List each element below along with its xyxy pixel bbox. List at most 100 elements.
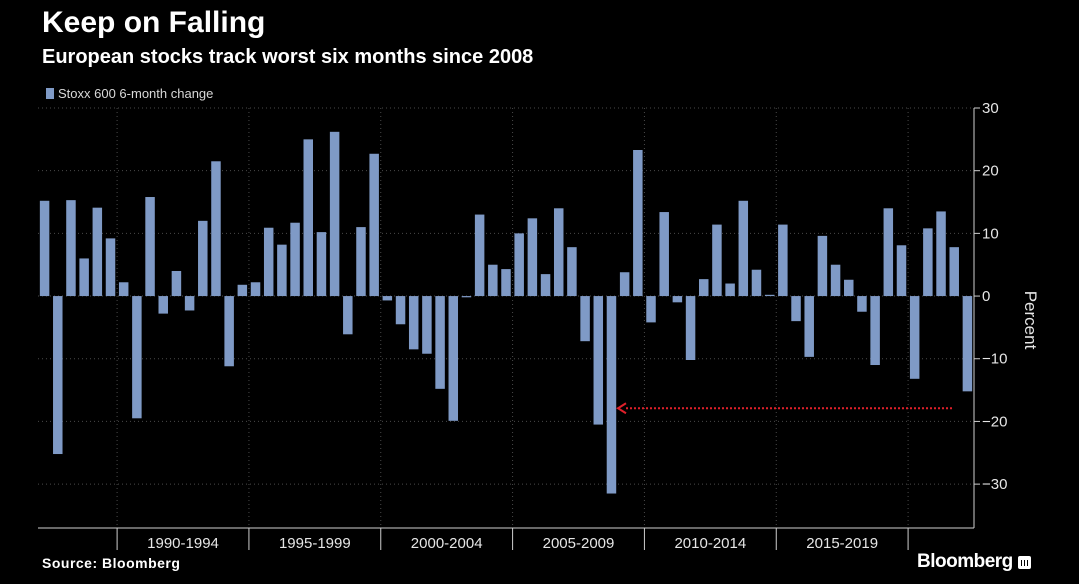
y-tick-label: −30 [982,476,1007,493]
bar [791,296,801,322]
bar [923,228,933,297]
bar [527,218,538,297]
bar [567,247,577,297]
legend-swatch [46,88,54,99]
bar [738,200,749,297]
bar [211,161,221,297]
bar [962,296,973,392]
bar [804,296,814,357]
y-tick-label: 20 [982,163,999,180]
bar [316,232,327,297]
bar [778,224,788,297]
y-tick-label: −10 [982,351,1007,368]
bar [303,139,313,297]
legend-label: Stoxx 600 6-month change [58,86,214,101]
bar [883,208,894,297]
bar [408,296,419,350]
bar [817,235,828,297]
bar [909,296,920,379]
grid [38,107,974,528]
bar [237,284,248,297]
bar [184,296,195,311]
bar [857,296,867,312]
bar [619,272,630,297]
source-note: Source: Bloomberg [42,555,181,571]
bar [105,238,116,297]
bar [448,296,459,421]
axes: 30 20 10 0 −10 −20 −30 1990-1994 1995-1999 2000-2… [38,100,1007,552]
bar [145,197,155,297]
bar [844,279,854,297]
bars [39,131,973,494]
brand-logo: Bloomberg [917,551,1031,573]
bar [461,296,472,298]
bar [870,296,880,366]
bar [369,153,379,297]
brand-name: Bloomberg [917,551,1013,572]
x-category-label: 2015-2019 [806,535,878,552]
arrow-head [616,402,627,415]
bar [514,233,524,297]
bar [118,282,129,297]
bar [764,294,775,297]
bar [488,264,498,297]
bar [593,296,604,425]
bar [198,220,208,297]
bar [395,296,406,325]
bar [540,274,551,297]
bar [66,200,76,297]
bar [171,270,182,297]
x-category-label: 2010-2014 [674,535,746,552]
bar [132,296,142,419]
bar [896,245,907,297]
y-tick-label: 30 [982,100,999,117]
bar [949,247,959,297]
bar [158,296,168,314]
bar [699,279,709,297]
x-category-label: 1990-1994 [147,535,219,552]
bar [606,296,617,494]
bar [936,211,946,297]
bar [277,244,287,297]
bar [830,264,841,297]
bar [474,214,485,297]
y-tick-label: −20 [982,413,1007,430]
bar [53,296,63,455]
chart-title: Keep on Falling [42,6,266,39]
y-axis-label: Percent [1021,291,1040,350]
y-tick-label: 0 [982,288,990,305]
bar [263,227,274,297]
bar [224,296,234,367]
bar [712,224,722,297]
bar [580,296,590,342]
bar [633,150,643,297]
bar [646,296,656,323]
bar [250,282,261,297]
bar [39,200,50,297]
bar [685,296,696,360]
annotations [616,402,952,415]
bar [92,207,103,297]
bar [751,269,762,297]
y-tick-label: 10 [982,225,999,242]
x-category-label: 1995-1999 [279,535,351,552]
bar [79,258,89,297]
bar [501,269,511,297]
bar [290,222,300,297]
bar [382,296,393,301]
bar [672,296,683,303]
bar [329,131,340,297]
bar [422,296,432,354]
bar [356,227,366,297]
bar [435,296,445,389]
bar [553,208,564,297]
bar [725,283,735,297]
legend: Stoxx 600 6-month change [46,86,213,101]
x-category-label: 2000-2004 [411,535,483,552]
bar [659,212,669,297]
x-category-label: 2005-2009 [543,535,615,552]
bar [343,296,353,335]
chart-icon [1017,555,1031,569]
chart-subtitle: European stocks track worst six months s… [42,46,534,68]
